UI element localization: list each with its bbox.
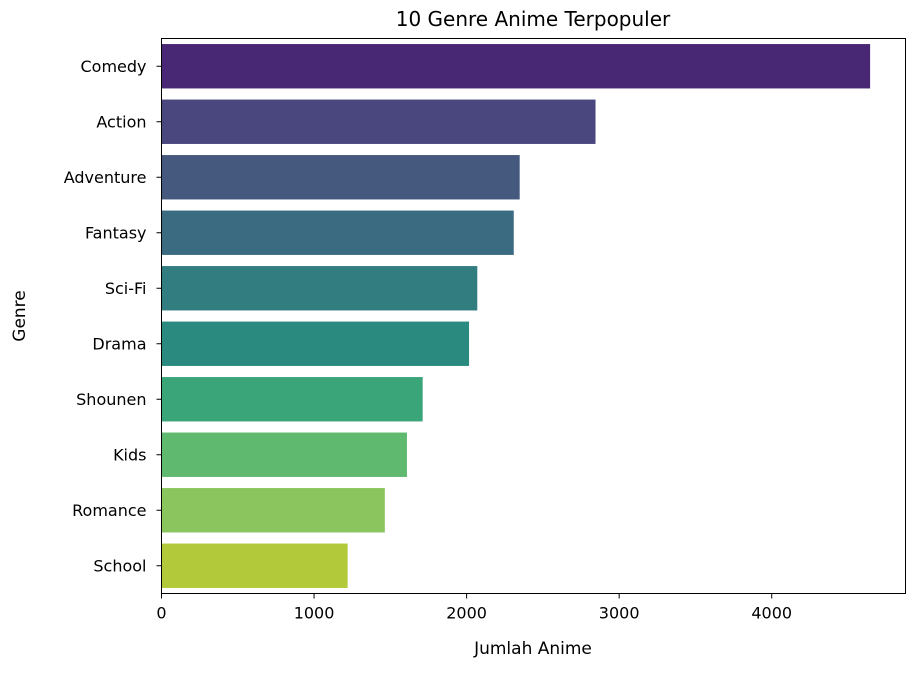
x-axis-label: Jumlah Anime bbox=[473, 639, 592, 659]
x-tick-label: 4000 bbox=[751, 604, 792, 623]
y-tick-label: School bbox=[93, 556, 146, 575]
x-tick-label: 2000 bbox=[446, 604, 487, 623]
y-tick-label: Action bbox=[96, 112, 146, 131]
y-tick-label: Drama bbox=[92, 334, 146, 353]
bar-sci-fi bbox=[161, 266, 478, 311]
y-tick-label: Romance bbox=[72, 501, 146, 520]
bar-kids bbox=[161, 432, 407, 477]
bar-comedy bbox=[161, 44, 871, 89]
y-tick-label: Adventure bbox=[64, 168, 147, 187]
bar-adventure bbox=[161, 155, 520, 200]
bars-group bbox=[161, 44, 871, 588]
x-tick-label: 1000 bbox=[294, 604, 335, 623]
bar-shounen bbox=[161, 377, 423, 422]
bar-fantasy bbox=[161, 210, 514, 255]
x-axis-ticks: 0 1000 2000 3000 4000 bbox=[156, 593, 792, 623]
bar-school bbox=[161, 543, 348, 588]
y-axis-label: Genre bbox=[10, 290, 30, 341]
y-tick-label: Comedy bbox=[80, 57, 146, 76]
y-tick-label: Fantasy bbox=[85, 223, 147, 242]
bar-action bbox=[161, 99, 596, 144]
axes-frame bbox=[161, 38, 906, 594]
y-tick-label: Sci-Fi bbox=[105, 279, 147, 298]
x-tick-label: 0 bbox=[156, 604, 166, 623]
x-tick-label: 3000 bbox=[599, 604, 640, 623]
y-tick-label: Shounen bbox=[76, 390, 146, 409]
bar-drama bbox=[161, 321, 470, 366]
y-tick-label: Kids bbox=[113, 445, 146, 464]
chart-title: 10 Genre Anime Terpopuler bbox=[396, 7, 671, 31]
y-axis-ticks: Comedy Action Adventure Fantasy Sci-Fi Drama S… bbox=[64, 57, 162, 575]
bar-romance bbox=[161, 488, 385, 533]
